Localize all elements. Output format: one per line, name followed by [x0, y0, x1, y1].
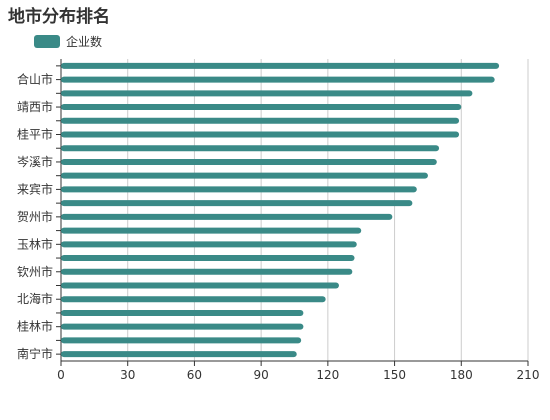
bar: [61, 158, 437, 165]
legend[interactable]: 企业数: [34, 33, 102, 50]
bar: [61, 213, 393, 220]
bar: [61, 282, 339, 289]
bar: [61, 172, 428, 179]
y-tick-label: 靖西市: [17, 99, 53, 114]
y-tick-label: 北海市: [17, 291, 53, 306]
x-tick-label: 210: [517, 368, 540, 382]
bar: [61, 268, 353, 275]
bar: [61, 117, 460, 124]
x-tick-label: 0: [57, 368, 65, 382]
bar: [61, 323, 304, 330]
bar: [61, 227, 362, 234]
y-tick-label: 南宁市: [17, 346, 53, 361]
chart-title: 地市分布排名: [8, 7, 110, 27]
y-tick-label: 贺州市: [17, 209, 53, 224]
x-tick-label: 150: [383, 368, 406, 382]
x-tick-label: 120: [316, 368, 339, 382]
bar: [61, 241, 357, 248]
bar: [61, 131, 460, 138]
y-tick-label: 桂林市: [17, 319, 53, 334]
bar: [61, 255, 355, 262]
legend-label: 企业数: [66, 35, 103, 49]
y-tick-label: 玉林市: [17, 236, 53, 251]
bar: [61, 145, 440, 152]
bar: [61, 76, 495, 83]
bar: [61, 62, 500, 69]
bar: [61, 186, 417, 193]
bar: [61, 296, 326, 303]
x-tick-label: 30: [120, 368, 135, 382]
y-tick-label: 岑溪市: [17, 154, 53, 169]
bar: [61, 351, 297, 358]
x-tick-label: 180: [450, 368, 473, 382]
y-tick-label: 钦州市: [17, 264, 53, 279]
bar: [61, 90, 473, 97]
y-tick-label: 来宾市: [17, 181, 53, 196]
bar: [61, 104, 462, 111]
bar: [61, 200, 413, 207]
x-tick-label: 60: [187, 368, 202, 382]
bar: [61, 337, 302, 344]
legend-swatch: [34, 35, 60, 48]
y-tick-label: 合山市: [17, 72, 53, 87]
x-tick-label: 90: [254, 368, 269, 382]
y-tick-label: 桂平市: [17, 127, 53, 142]
bar: [61, 309, 304, 316]
